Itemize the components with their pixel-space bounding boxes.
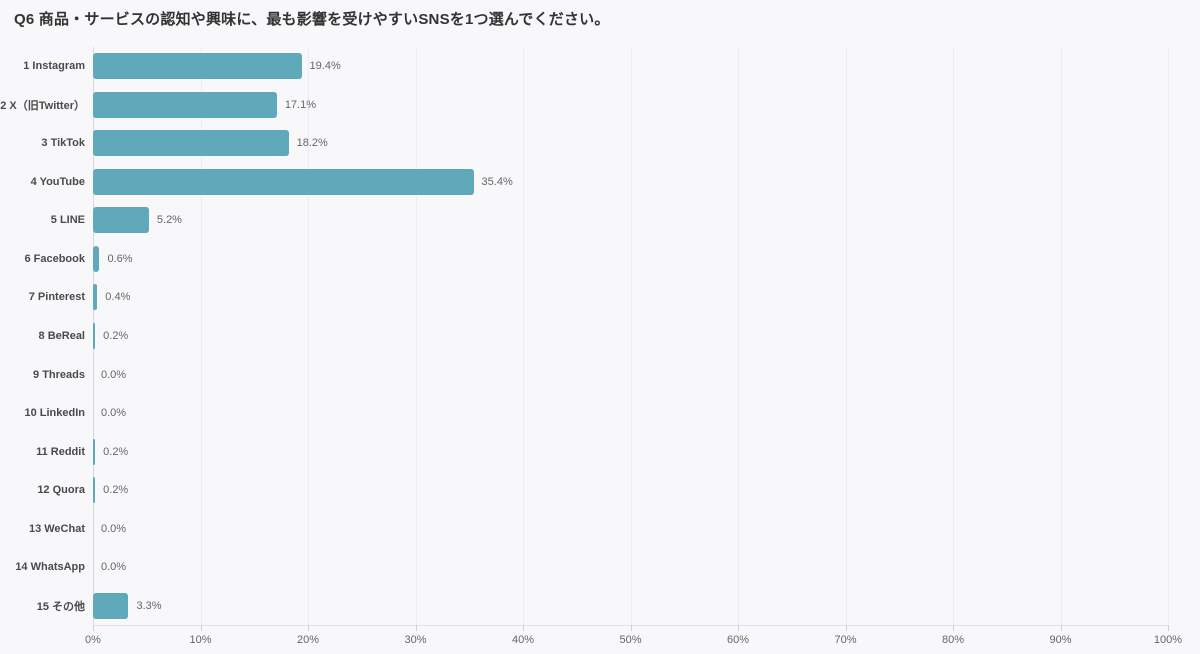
category-label: 2 X（旧Twitter）: [0, 99, 85, 112]
bar: [93, 130, 289, 157]
x-axis-tick-label: 90%: [1049, 634, 1072, 646]
category-label: 7 Pinterest: [28, 291, 85, 304]
x-axis-tick: [523, 625, 524, 631]
chart-title: Q6 商品・サービスの認知や興味に、最も影響を受けやすいSNSを1つ選んでくださ…: [14, 11, 610, 28]
x-axis-tick-label: 40%: [511, 634, 535, 646]
bar-row: 0.6%: [93, 240, 1168, 279]
bar-value-label: 0.0%: [101, 522, 127, 535]
bar: [93, 477, 96, 504]
x-axis: 0% 10% 20% 30% 40% 50% 60% 70% 80% 90% 100%: [85, 625, 1182, 651]
x-axis-tick: [308, 625, 309, 631]
bar-row: 0.4%: [93, 278, 1168, 317]
bar-rows: 19.4% 17.1% 18.2% 35.4% 5.2% 0.6% 0.4% 0.2% 0.0%…: [93, 47, 1168, 625]
bar-value-label: 0.0%: [101, 407, 127, 420]
x-axis-tick-label: 20%: [296, 634, 320, 646]
bar-row: 0.0%: [93, 355, 1168, 394]
bar-row: 35.4%: [93, 163, 1168, 202]
x-axis-tick: [415, 625, 417, 631]
category-label: 4 YouTube: [30, 175, 85, 188]
x-gridline: [1168, 47, 1169, 625]
bar-value-label: 19.4%: [309, 60, 341, 73]
x-axis-tick-label: 30%: [404, 634, 427, 646]
bar: [93, 245, 100, 272]
bar-value-label: 0.0%: [101, 561, 127, 574]
category-label: 5 LINE: [50, 214, 85, 227]
bar-row: 0.2%: [93, 471, 1168, 510]
bar-value-label: 17.1%: [284, 98, 317, 111]
x-axis-tick: [630, 625, 632, 631]
bar-value-label: 3.3%: [136, 599, 162, 612]
bar-value-label: 0.4%: [105, 291, 131, 304]
bar-value-label: 35.4%: [481, 175, 513, 188]
x-axis-tick: [953, 625, 954, 631]
plot-area: 19.4% 17.1% 18.2% 35.4% 5.2% 0.6% 0.4% 0.2% 0.0%…: [93, 47, 1169, 625]
category-label: 8 BeReal: [38, 329, 85, 342]
category-label: 13 WeChat: [28, 522, 85, 535]
bar-value-label: 0.2%: [103, 445, 129, 458]
bar: [93, 592, 129, 619]
bar-row: 17.1%: [93, 86, 1168, 125]
x-axis-tick: [200, 625, 202, 631]
bar-row: 0.2%: [93, 432, 1168, 471]
category-label: 14 WhatsApp: [15, 561, 85, 574]
x-axis-tick-label: 0%: [85, 634, 101, 646]
category-label: 3 TikTok: [41, 137, 85, 150]
bar: [93, 284, 98, 311]
bar-value-label: 0.6%: [107, 252, 133, 265]
x-axis-tick: [845, 625, 847, 631]
x-axis-tick: [1060, 625, 1062, 631]
bar: [93, 322, 96, 349]
x-gridline: [630, 47, 632, 625]
x-gridline: [523, 47, 524, 625]
bar-value-label: 0.2%: [103, 484, 129, 497]
bar: [93, 91, 277, 118]
category-label: 1 Instagram: [23, 60, 85, 73]
x-axis-tick-label: 50%: [619, 634, 642, 646]
x-axis-tick-label: 100%: [1153, 634, 1183, 646]
bar-value-label: 0.2%: [103, 329, 129, 342]
x-axis-tick-label: 80%: [941, 634, 965, 646]
x-axis-tick: [93, 625, 94, 631]
bar: [93, 53, 302, 80]
bar-value-label: 5.2%: [156, 214, 182, 227]
x-gridline: [308, 47, 309, 625]
bar-row: 0.0%: [93, 394, 1168, 433]
x-gridline: [738, 47, 739, 625]
category-label: 12 Quora: [37, 484, 85, 497]
bar-value-label: 18.2%: [296, 137, 328, 150]
category-label: 6 Facebook: [24, 252, 85, 265]
bar: [93, 168, 474, 195]
x-gridline: [953, 47, 954, 625]
bar-row: 3.3%: [93, 586, 1168, 625]
category-label: 9 Threads: [33, 368, 85, 381]
category-axis: 1 Instagram 2 X（旧Twitter） 3 TikTok 4 YouTub…: [0, 47, 85, 625]
x-axis-tick-label: 10%: [189, 634, 212, 646]
x-axis-tick: [1168, 625, 1169, 631]
bar-row: 0.2%: [93, 317, 1168, 356]
bar-row: 0.0%: [93, 509, 1168, 548]
bar-row: 5.2%: [93, 201, 1168, 240]
bar-row: 18.2%: [93, 124, 1168, 163]
x-gridline: [415, 47, 417, 625]
bar-value-label: 0.0%: [101, 368, 127, 381]
x-gridline: [200, 47, 202, 625]
category-label: 10 LinkedIn: [24, 407, 85, 420]
x-gridline: [1060, 47, 1062, 625]
bar-row: 0.0%: [93, 548, 1168, 587]
x-gridline: [845, 47, 847, 625]
category-label: 15 その他: [36, 600, 85, 613]
bar: [93, 438, 96, 465]
category-label: 11 Reddit: [36, 445, 85, 458]
x-axis-tick: [738, 625, 739, 631]
x-axis-tick-label: 60%: [726, 634, 750, 646]
x-axis-tick-label: 70%: [834, 634, 857, 646]
bar: [93, 207, 149, 234]
bar-row: 19.4%: [93, 47, 1168, 86]
